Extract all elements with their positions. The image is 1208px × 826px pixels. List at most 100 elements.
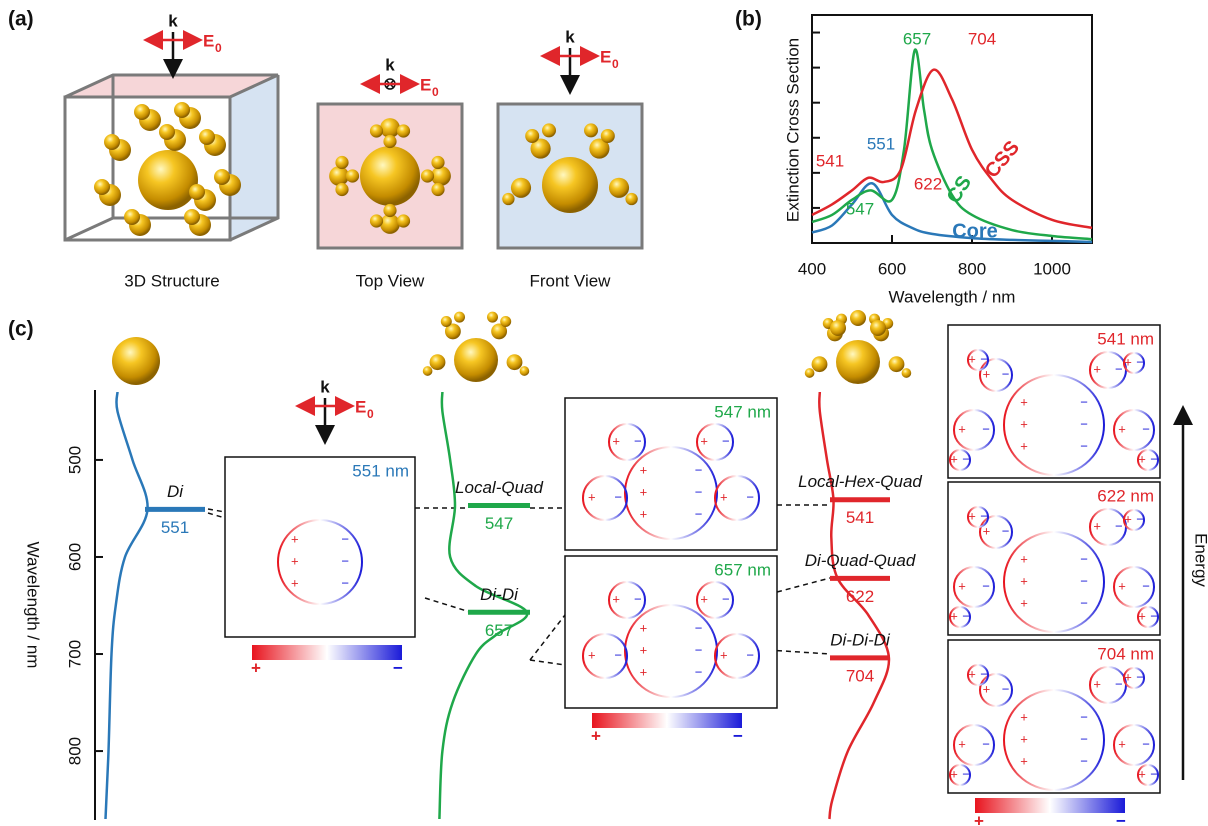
gold-sphere — [104, 134, 120, 150]
gold-sphere — [836, 340, 880, 384]
charge-sign: + — [1020, 595, 1028, 610]
charge-sign: + — [968, 508, 976, 523]
x-tick-label: 600 — [878, 259, 906, 278]
panel-label: (a) — [8, 8, 34, 31]
charge-sign: − — [746, 647, 754, 662]
peak-label: 541 — [816, 151, 844, 170]
gold-sphere — [454, 338, 498, 382]
level-name: Local-Hex-Quad — [798, 472, 922, 491]
charge-ring — [582, 475, 628, 521]
colorbar — [592, 713, 742, 728]
gold-sphere — [360, 146, 420, 206]
panel-label: (c) — [8, 318, 34, 341]
charge-sign: + — [1020, 394, 1028, 409]
charge-sign: − — [962, 766, 970, 781]
y-axis-label: Wavelength / nm — [24, 542, 43, 669]
gold-sphere — [584, 123, 598, 138]
charge-ring — [1123, 667, 1145, 689]
gold-sphere — [184, 209, 200, 225]
field-map — [564, 555, 778, 709]
caption: Top View — [356, 271, 425, 290]
gold-sphere — [600, 129, 615, 143]
charge-ring — [1113, 566, 1155, 608]
colorbar-plus: + — [591, 726, 601, 745]
panel-label: (b) — [735, 8, 762, 31]
charge-ring — [967, 506, 989, 528]
peak-label: 551 — [867, 134, 895, 153]
level-name: Di-Di-Di — [830, 630, 891, 649]
map-label: 551 nm — [352, 461, 409, 480]
charge-sign: − — [1142, 736, 1150, 751]
charge-sign: + — [1124, 669, 1132, 684]
charge-sign: − — [980, 666, 988, 681]
charge-ring — [967, 349, 989, 371]
charge-ring — [696, 423, 734, 461]
y-tick-label: 800 — [65, 737, 84, 765]
gold-sphere — [335, 155, 349, 170]
charge-sign: + — [640, 484, 648, 499]
gold-sphere — [444, 323, 461, 340]
charge-sign: − — [980, 508, 988, 523]
gold-sphere — [396, 124, 411, 138]
charge-sign: − — [1080, 595, 1088, 610]
peak-label: 704 — [968, 29, 996, 48]
level-value: 657 — [485, 621, 513, 640]
charge-sign: + — [1093, 518, 1101, 533]
gold-sphere — [369, 214, 384, 228]
gold-sphere — [431, 182, 445, 197]
gold-sphere — [380, 118, 400, 138]
y-tick-label: 700 — [65, 640, 84, 668]
charge-sign: + — [640, 642, 648, 657]
charge-sign: + — [958, 736, 966, 751]
gold-sphere — [850, 310, 866, 326]
charge-sign: + — [1124, 354, 1132, 369]
charge-sign: − — [1115, 518, 1123, 533]
charge-sign: − — [1002, 366, 1010, 381]
charge-sign: − — [1080, 709, 1088, 724]
k-label: k — [565, 27, 575, 46]
spectrum-line — [811, 48, 1093, 241]
gold-sphere — [189, 184, 205, 200]
caption: Front View — [530, 271, 612, 290]
colorbar — [975, 798, 1125, 813]
spectrum-line — [811, 182, 1093, 244]
charge-sign: + — [1093, 676, 1101, 691]
charge-sign: − — [695, 462, 703, 477]
charge-ring — [1113, 724, 1155, 766]
charge-sign: + — [983, 523, 991, 538]
charge-ring — [967, 664, 989, 686]
charge-ring — [953, 409, 995, 451]
charge-sign: − — [634, 591, 642, 606]
e-sub: 0 — [432, 85, 439, 99]
gold-sphere — [94, 179, 110, 195]
spectrum-line — [811, 68, 1093, 230]
charge-sign: + — [640, 506, 648, 521]
charge-sign: − — [695, 642, 703, 657]
level-value: 704 — [846, 666, 874, 685]
gold-sphere — [429, 354, 446, 371]
map-label: 657 nm — [714, 560, 771, 579]
charge-ring — [277, 519, 363, 605]
charge-sign: + — [588, 647, 596, 662]
charge-ring — [949, 606, 971, 628]
level-value: 551 — [161, 518, 189, 537]
level-name: Di-Quad-Quad — [805, 551, 916, 570]
colorbar-plus: + — [974, 811, 984, 826]
charge-ring — [949, 449, 971, 471]
charge-sign: − — [1080, 416, 1088, 431]
charge-sign: + — [968, 351, 976, 366]
level-name: Local-Quad — [455, 478, 543, 497]
charge-ring — [714, 475, 760, 521]
e-label: E — [355, 397, 366, 416]
charge-sign: + — [950, 451, 958, 466]
map-label: 704 nm — [1097, 644, 1154, 663]
charge-ring — [608, 423, 646, 461]
charge-ring — [1137, 606, 1159, 628]
charge-ring — [1113, 409, 1155, 451]
gold-sphere — [542, 123, 556, 138]
x-tick-label: 800 — [958, 259, 986, 278]
charge-sign: − — [980, 351, 988, 366]
charge-sign: + — [983, 366, 991, 381]
charge-sign: − — [1080, 438, 1088, 453]
charge-sign: − — [614, 489, 622, 504]
